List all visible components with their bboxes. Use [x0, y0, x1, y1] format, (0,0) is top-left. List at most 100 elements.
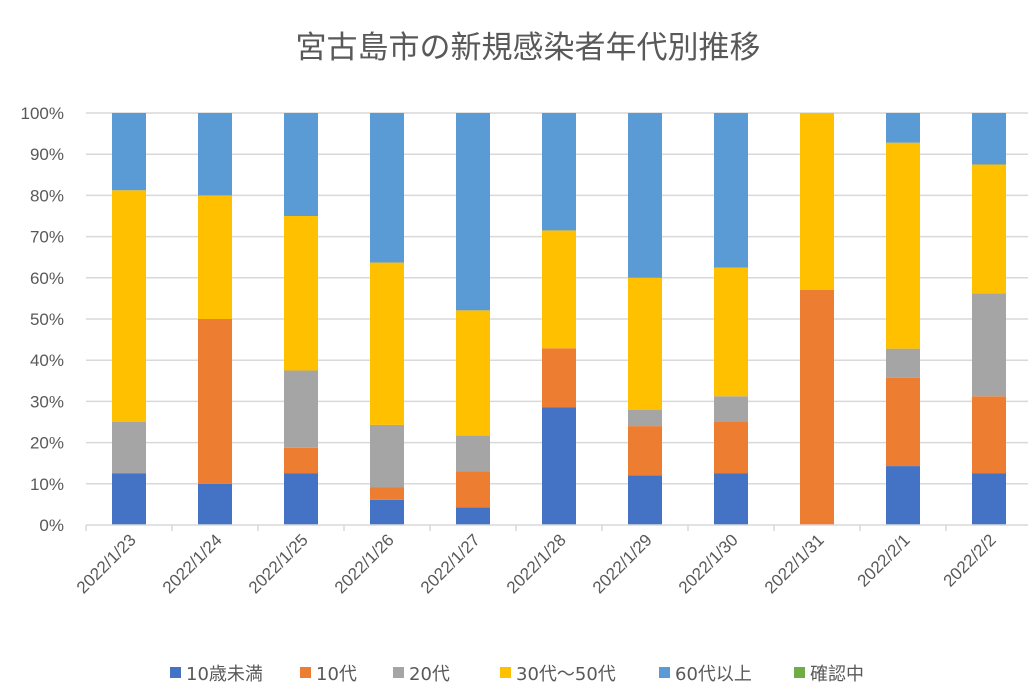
legend-swatch — [300, 667, 311, 678]
x-tick-label: 2022/1/23 — [73, 530, 140, 597]
legend-label: 30代〜50代 — [516, 664, 616, 685]
bar-segment — [714, 396, 748, 422]
bar-segment — [800, 113, 834, 290]
bar-segment — [714, 267, 748, 397]
bar-segment — [370, 262, 404, 425]
bar-segment — [198, 195, 232, 319]
y-tick-label: 30% — [30, 392, 64, 411]
bar-segment — [972, 113, 1006, 165]
bar-segment — [112, 473, 146, 525]
bar-segment — [370, 113, 404, 263]
bar-segment — [886, 142, 920, 349]
y-tick-label: 10% — [30, 475, 64, 494]
bar-segment — [714, 113, 748, 268]
x-tick-label: 2022/1/29 — [589, 530, 656, 597]
x-tick-label: 2022/1/25 — [245, 530, 312, 597]
legend-swatch — [500, 667, 511, 678]
bar-segment — [112, 190, 146, 422]
bar-segment — [112, 113, 146, 191]
bar-stack — [198, 113, 232, 525]
bar-stack — [886, 113, 920, 525]
bar-segment — [198, 483, 232, 525]
legend-swatch — [794, 667, 805, 678]
y-tick-label: 0% — [39, 516, 64, 535]
bar-stack — [542, 113, 576, 525]
bar-segment — [800, 289, 834, 525]
legend-label: 10代 — [316, 664, 357, 685]
bar-stack — [714, 113, 748, 525]
chart-title: 宮古島市の新規感染者年代別推移 — [296, 30, 761, 66]
bar-segment — [284, 216, 318, 371]
y-tick-label: 20% — [30, 434, 64, 453]
legend-swatch — [659, 667, 670, 678]
bar-segment — [542, 113, 576, 231]
legend-label: 20代 — [409, 664, 450, 685]
x-tick-label: 2022/1/24 — [159, 530, 226, 597]
bar-segment — [628, 277, 662, 410]
bar-segment — [542, 230, 576, 349]
bar-segment — [886, 113, 920, 143]
bar-stack — [370, 113, 404, 525]
bar-segment — [542, 407, 576, 525]
bar-segment — [886, 466, 920, 525]
bar-segment — [972, 164, 1006, 294]
bar-segment — [456, 113, 490, 311]
bar-segment — [972, 396, 1006, 474]
bar-segment — [198, 113, 232, 196]
y-tick-label: 50% — [30, 310, 64, 329]
legend-item: 確認中 — [794, 664, 864, 685]
bar-segment — [456, 310, 490, 436]
bar-segment — [456, 507, 490, 525]
x-tick-label: 2022/1/31 — [761, 530, 828, 597]
x-axis-ticks: 2022/1/23 2022/1/24 2022/1/25 2022/1/26 2022… — [73, 530, 1000, 597]
bar-segment — [972, 293, 1006, 397]
legend: 10歳未満 10代 20代 30代〜50代 60代以上 確認中 — [170, 664, 864, 685]
bar-stack — [628, 113, 662, 525]
bar-segment — [714, 422, 748, 474]
bar-stack — [112, 113, 146, 525]
bar-segment — [542, 348, 576, 408]
y-axis-ticks: 0% 10% 20% 30% 40% 50% 60% 70% 80% 90% 100% — [21, 104, 64, 535]
bar-stack — [800, 113, 834, 525]
legend-item: 20代 — [393, 664, 450, 685]
bar-segment — [456, 471, 490, 508]
bar-segment — [284, 370, 318, 448]
y-tick-label: 90% — [30, 145, 64, 164]
bar-segment — [370, 424, 404, 488]
bar-segment — [370, 499, 404, 525]
y-tick-label: 40% — [30, 351, 64, 370]
bar-segment — [972, 473, 1006, 525]
legend-label: 10歳未満 — [186, 664, 263, 685]
bar-segment — [284, 113, 318, 216]
x-tick-label: 2022/2/1 — [854, 530, 914, 590]
bar-segment — [284, 447, 318, 474]
x-tick-label: 2022/1/28 — [503, 530, 570, 597]
x-tick-label: 2022/1/27 — [417, 530, 484, 597]
bar-segment — [628, 113, 662, 278]
legend-label: 60代以上 — [675, 664, 752, 685]
bar-segment — [198, 319, 232, 484]
legend-item: 30代〜50代 — [500, 664, 616, 685]
bar-segment — [628, 426, 662, 476]
y-tick-label: 70% — [30, 228, 64, 247]
bar-stack — [284, 113, 318, 525]
bar-segment — [370, 487, 404, 500]
bar-stack — [972, 113, 1006, 525]
legend-swatch — [170, 667, 181, 678]
legend-item: 10代 — [300, 664, 357, 685]
bar-segment — [628, 475, 662, 525]
legend-item: 60代以上 — [659, 664, 752, 685]
y-tick-label: 60% — [30, 269, 64, 288]
bar-segment — [112, 422, 146, 474]
legend-label: 確認中 — [810, 664, 864, 685]
bar-segment — [456, 435, 490, 472]
x-tick-label: 2022/1/30 — [675, 530, 742, 597]
x-axis — [85, 524, 1028, 531]
y-tick-label: 80% — [30, 186, 64, 205]
x-tick-label: 2022/1/26 — [331, 530, 398, 597]
legend-swatch — [393, 667, 404, 678]
bar-stack — [456, 113, 490, 525]
bar-segment — [886, 377, 920, 467]
bar-segment — [628, 409, 662, 427]
